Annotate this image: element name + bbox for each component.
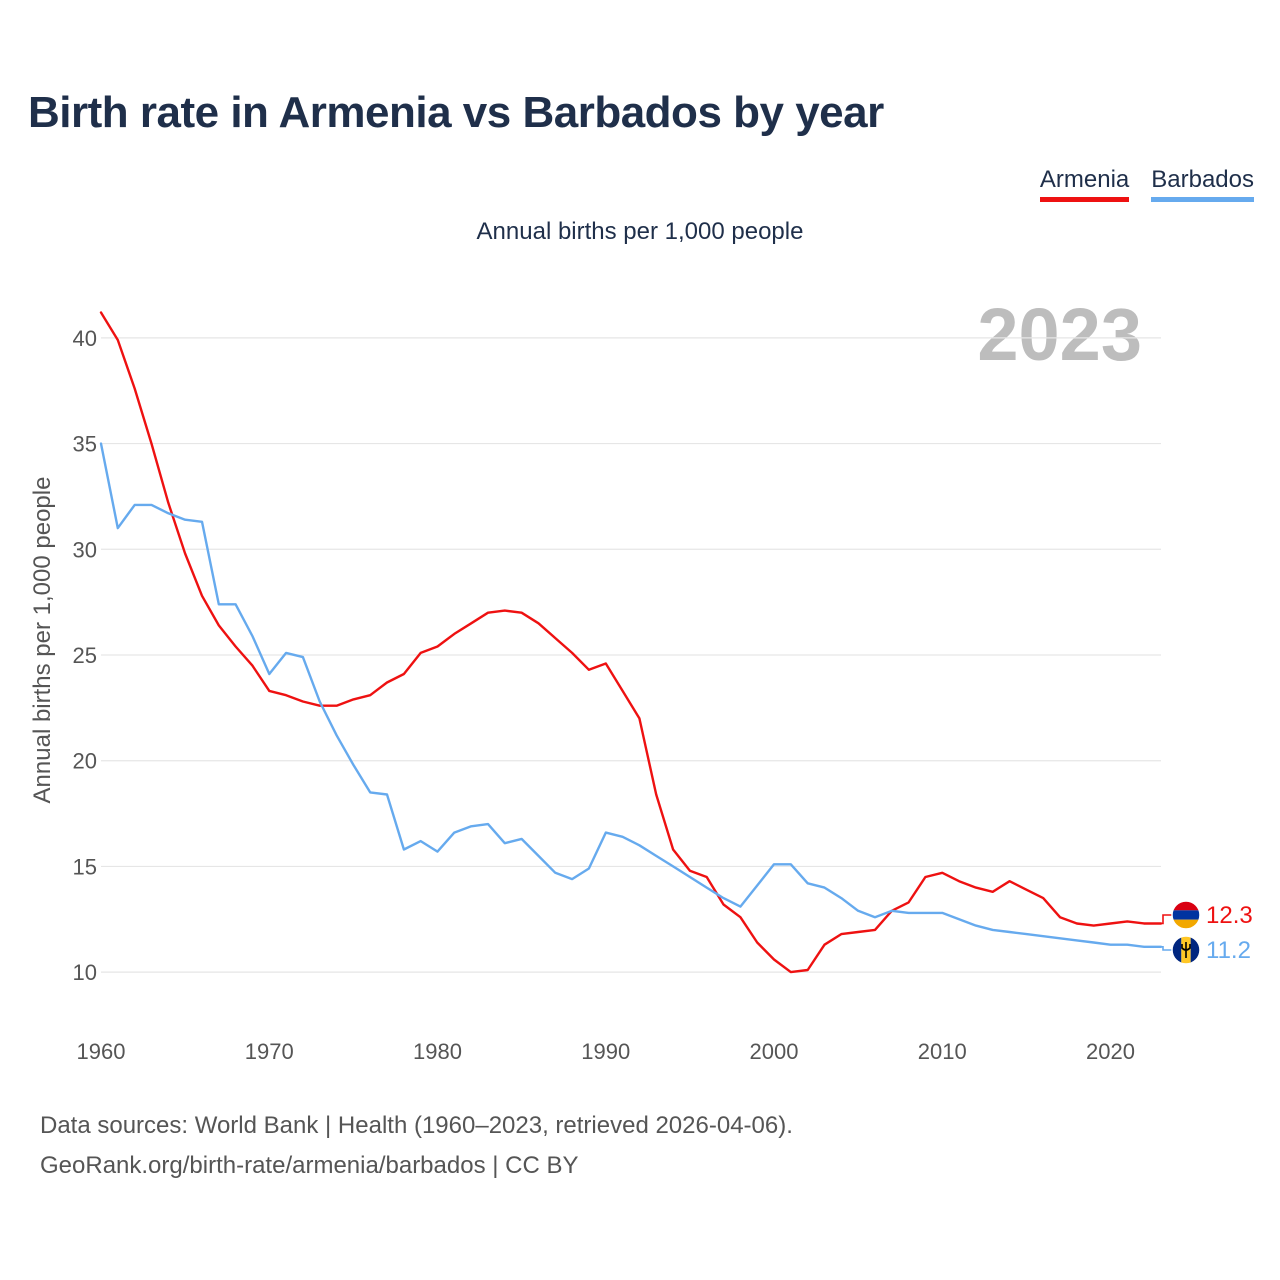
legend: Armenia Barbados <box>1039 166 1254 202</box>
series-lines <box>99 311 1172 974</box>
x-tick-2020: 2020 <box>1086 1039 1135 1064</box>
legend-item-armenia[interactable]: Armenia <box>1039 166 1130 202</box>
armenia-flag-icon <box>1171 900 1201 930</box>
connector-armenia <box>1161 914 1172 925</box>
x-tick-1990: 1990 <box>581 1039 630 1064</box>
y-tick-40: 40 <box>73 326 97 351</box>
year-stamp: 2023 <box>977 293 1142 376</box>
end-labels: 12.3 11.2 <box>1206 902 1253 964</box>
grid-lines <box>101 337 1161 973</box>
footer-sources: Data sources: World Bank | Health (1960–… <box>40 1112 793 1139</box>
connector-barbados <box>1161 945 1172 951</box>
series-line-barbados[interactable] <box>99 442 1163 948</box>
y-tick-35: 35 <box>73 432 97 457</box>
end-label-armenia: 12.3 <box>1206 902 1253 929</box>
barbados-flag-icon <box>1171 935 1201 965</box>
footer: Data sources: World Bank | Health (1960–… <box>40 1106 793 1186</box>
y-tick-labels: 10 15 20 25 30 35 40 <box>73 326 97 985</box>
x-tick-1970: 1970 <box>245 1039 294 1064</box>
y-tick-25: 25 <box>73 643 97 668</box>
y-tick-30: 30 <box>73 537 97 562</box>
y-tick-10: 10 <box>73 960 97 985</box>
y-tick-20: 20 <box>73 749 97 774</box>
x-tick-labels: 1960 1970 1980 1990 2000 2010 2020 <box>77 1039 1135 1064</box>
chart-title: Birth rate in Armenia vs Barbados by yea… <box>28 88 884 137</box>
x-tick-2000: 2000 <box>750 1039 799 1064</box>
series-line-armenia[interactable] <box>99 311 1163 974</box>
x-tick-2010: 2010 <box>918 1039 967 1064</box>
x-tick-1960: 1960 <box>77 1039 126 1064</box>
end-label-barbados: 11.2 <box>1206 937 1251 964</box>
legend-item-barbados[interactable]: Barbados <box>1151 166 1254 202</box>
y-tick-15: 15 <box>73 854 97 879</box>
chart-subtitle: Annual births per 1,000 people <box>476 218 804 245</box>
x-tick-1980: 1980 <box>413 1039 462 1064</box>
footer-link[interactable]: GeoRank.org/birth-rate/armenia/barbados … <box>40 1152 579 1179</box>
